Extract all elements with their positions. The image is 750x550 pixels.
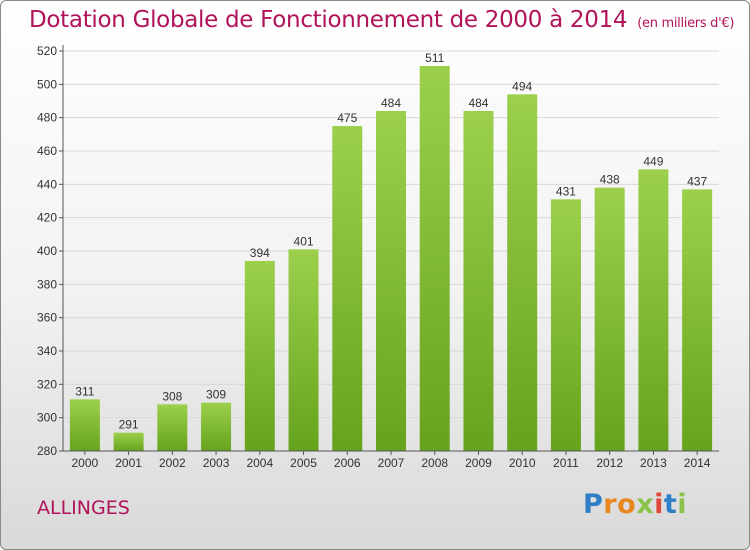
- logo-letter: o: [617, 489, 637, 520]
- x-tick-label: 2002: [159, 456, 186, 470]
- logo-letter: x: [636, 489, 655, 520]
- x-tick-label: 2010: [509, 456, 536, 470]
- bar: [682, 189, 713, 452]
- x-tick-label: 2003: [203, 456, 230, 470]
- data-label: 394: [250, 246, 270, 260]
- bar: [288, 249, 319, 451]
- logo-letter: P: [583, 489, 604, 520]
- data-label: 511: [425, 51, 444, 65]
- data-label: 401: [294, 234, 314, 248]
- y-tick-label: 440: [37, 177, 57, 191]
- data-label: 311: [75, 384, 94, 398]
- y-tick-label: 500: [37, 77, 57, 91]
- data-label: 437: [687, 174, 707, 188]
- axes: 280 300 320 340 360 380 400 420 440 460 480 500 520 2…: [37, 44, 719, 470]
- logo-letter: t: [663, 489, 678, 520]
- bar: [157, 404, 188, 451]
- bar: [376, 111, 406, 451]
- y-tick-label: 360: [37, 311, 57, 325]
- y-tick-label: 320: [37, 377, 57, 391]
- data-label: 291: [119, 418, 139, 432]
- bar: [201, 402, 232, 451]
- data-label: 484: [468, 96, 488, 110]
- data-label: 438: [600, 173, 620, 187]
- logo-letter: r: [603, 489, 618, 520]
- bar: [463, 111, 494, 451]
- logo-letter: i: [677, 489, 688, 520]
- bar: [507, 94, 538, 451]
- proxiti-logo[interactable]: Proxiti: [583, 489, 687, 520]
- x-tick-label: 2012: [596, 456, 623, 470]
- bar: [419, 66, 450, 451]
- bar: [594, 187, 625, 451]
- y-tick-label: 340: [37, 344, 57, 358]
- x-tick-label: 2000: [72, 456, 99, 470]
- bar: [550, 199, 581, 451]
- y-tick-label: 420: [37, 211, 57, 225]
- chart-subtitle: (en milliers d'€): [637, 16, 735, 31]
- y-tick-label: 520: [37, 44, 57, 58]
- chart-title: Dotation Globale de Fonctionnement de 20…: [29, 7, 734, 33]
- title-text: Dotation Globale de Fonctionnement de 20…: [29, 7, 628, 33]
- bars: [69, 66, 713, 452]
- x-tick-label: 2001: [115, 456, 142, 470]
- y-tick-label: 480: [37, 111, 57, 125]
- y-tick-label: 280: [37, 444, 57, 458]
- bar: [638, 169, 669, 452]
- x-tick-label: 2008: [421, 456, 448, 470]
- x-tick-label: 2006: [334, 456, 361, 470]
- y-tick-label: 380: [37, 277, 57, 291]
- y-tick-label: 460: [37, 144, 57, 158]
- data-labels: 311 291 308 309 394 401 475 484 511 484 494 431 438 4…: [75, 51, 707, 432]
- data-label: 449: [643, 154, 663, 168]
- data-label: 431: [556, 184, 576, 198]
- x-tick-label: 2009: [465, 456, 492, 470]
- bar: [244, 261, 275, 451]
- x-tick-label: 2014: [684, 456, 711, 470]
- bar: [69, 399, 100, 451]
- y-tick-label: 400: [37, 244, 57, 258]
- x-tick-label: 2007: [378, 456, 405, 470]
- x-tick-label: 2011: [553, 456, 579, 470]
- x-tick-label: 2013: [640, 456, 667, 470]
- logo-letter: i: [654, 489, 664, 520]
- commune-name: ALLINGES: [37, 497, 130, 519]
- data-label: 309: [206, 388, 226, 402]
- data-label: 494: [512, 79, 532, 93]
- data-label: 308: [162, 389, 182, 403]
- bar: [332, 126, 363, 451]
- data-label: 484: [381, 96, 401, 110]
- data-label: 475: [337, 111, 357, 125]
- x-tick-label: 2004: [246, 456, 273, 470]
- bar: [113, 432, 144, 451]
- y-tick-label: 300: [37, 411, 57, 425]
- x-tick-label: 2005: [290, 456, 317, 470]
